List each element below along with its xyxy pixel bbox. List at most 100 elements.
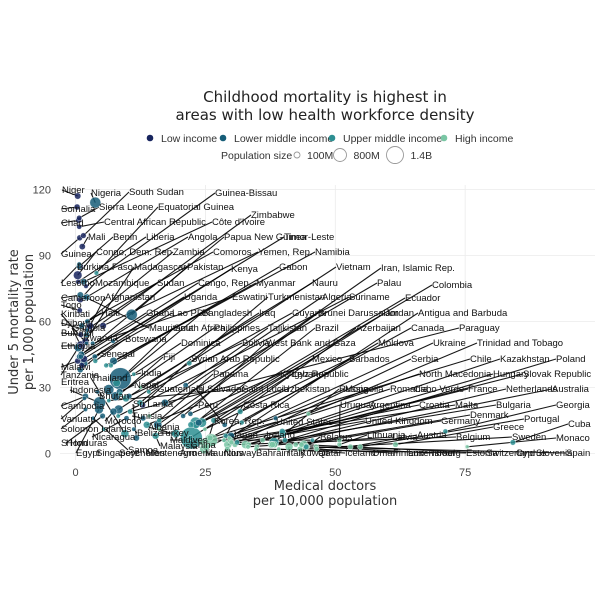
data-point — [131, 371, 137, 377]
point-label: Guatemala — [157, 384, 204, 395]
point-label: Iran, Islamic Rep. — [381, 263, 455, 274]
label-leader-line — [211, 421, 277, 441]
point-label: Hungary — [493, 369, 529, 380]
point-label: Romania — [390, 384, 429, 395]
point-label: Japan — [232, 430, 258, 441]
point-label: Ethiopia — [61, 341, 96, 352]
label-leader-line — [295, 414, 471, 446]
legend-item-size: 800M — [333, 148, 380, 162]
label-leader-line — [139, 388, 158, 404]
point-label: Oman — [372, 448, 398, 459]
point-label: El Salvador — [196, 384, 245, 395]
point-label: Syrian Arab Republic — [191, 354, 280, 365]
y-axis-title-line-1: Under 5 mortality rate — [7, 249, 22, 394]
point-label: Nigeria — [91, 188, 122, 199]
label-leader-line — [190, 297, 406, 426]
point-label: Slovenia — [536, 448, 573, 459]
point-label: France — [468, 384, 498, 395]
point-label: Korea, Rep. — [214, 416, 265, 427]
data-point — [202, 426, 208, 432]
point-label: Colombia — [432, 280, 473, 291]
point-label: Estonia — [466, 448, 498, 459]
data-point — [186, 360, 193, 367]
data-point — [276, 446, 282, 452]
point-label: Cabo Verde — [414, 384, 464, 395]
point-label: Seychelles — [119, 448, 165, 459]
data-point — [84, 341, 89, 346]
point-label: Central African Republic — [104, 217, 206, 228]
point-label: Armenia — [180, 448, 216, 459]
point-label: Georgia — [556, 400, 591, 411]
label-leader-line — [60, 304, 80, 311]
point-label: Turkey — [160, 428, 189, 439]
data-point — [79, 243, 86, 250]
point-label: Thailand — [91, 373, 127, 384]
label-leader-line — [60, 347, 79, 376]
point-label: Yemen, Rep. — [258, 247, 313, 258]
data-point — [94, 404, 104, 415]
point-label: Jordan — [385, 308, 414, 319]
data-point — [78, 362, 85, 369]
point-label: Mauritius — [205, 448, 244, 459]
point-label: Mozambique — [95, 278, 149, 289]
point-label: Angola — [188, 232, 218, 243]
axis-ticks: 0 25 50 75 0 30 60 90 120 — [33, 184, 472, 479]
point-label: Sudan — [157, 278, 184, 289]
data-point — [180, 413, 186, 419]
data-point — [239, 420, 245, 426]
point-label: Sierra Leone — [99, 202, 153, 213]
point-label: Cyprus — [516, 448, 546, 459]
point-label: Algeria — [322, 292, 352, 303]
data-point — [237, 408, 244, 415]
point-label: Portugal — [524, 414, 559, 425]
point-label: Chile — [470, 354, 492, 365]
point-label: Benin — [113, 232, 137, 243]
label-leader-line — [128, 342, 243, 397]
point-label: Mexico — [312, 354, 342, 365]
label-leader-line — [275, 388, 346, 419]
data-point — [108, 362, 114, 369]
point-label: Papua New Guinea — [224, 232, 307, 243]
point-label: Belgium — [456, 432, 490, 443]
point-label: Mauritania — [149, 323, 194, 334]
label-leader-line — [60, 395, 86, 407]
label-leader-line — [188, 296, 269, 364]
chart-title-line-1: Childhood mortality is highest in — [203, 88, 447, 106]
data-point — [221, 437, 227, 443]
label-leader-line — [301, 444, 487, 454]
point-label: Spain — [566, 448, 590, 459]
point-label: South Africa — [174, 323, 226, 334]
size-legend-title: Population size — [221, 150, 292, 162]
label-leader-line — [395, 426, 494, 446]
label-leader-line — [445, 404, 557, 432]
point-label: Chad — [61, 218, 84, 229]
label-leader-line — [190, 373, 293, 439]
data-point — [245, 444, 251, 450]
point-label: Morocco — [105, 416, 141, 427]
label-leader-line — [512, 423, 569, 443]
data-point — [77, 331, 84, 338]
label-leader-line — [148, 312, 293, 393]
label-leader-line — [89, 296, 106, 327]
point-label: Bolivia — [242, 338, 271, 349]
point-label: Slovak Republic — [523, 369, 591, 380]
chart-title: Childhood mortality is highest in areas … — [175, 88, 474, 124]
data-point — [273, 415, 279, 421]
data-point — [103, 384, 115, 395]
legend-item-income: Low income — [146, 133, 217, 145]
point-label: Bulgaria — [496, 400, 532, 411]
data-point — [228, 439, 235, 446]
point-label: Suriname — [349, 292, 390, 303]
point-label: Netherlands — [506, 384, 557, 395]
size-legend-label: 800M — [354, 150, 380, 162]
data-point — [92, 358, 98, 364]
label-leader-line — [284, 404, 497, 441]
label-leader-line — [303, 420, 442, 446]
label-leader-line — [195, 284, 433, 426]
legend-item-income: Upper middle income — [328, 133, 442, 145]
point-label: Ireland — [266, 430, 295, 441]
point-label: North Macedonia — [419, 369, 492, 380]
point-label: Poland — [556, 354, 586, 365]
data-point — [95, 389, 100, 395]
label-leader-line — [83, 191, 130, 236]
